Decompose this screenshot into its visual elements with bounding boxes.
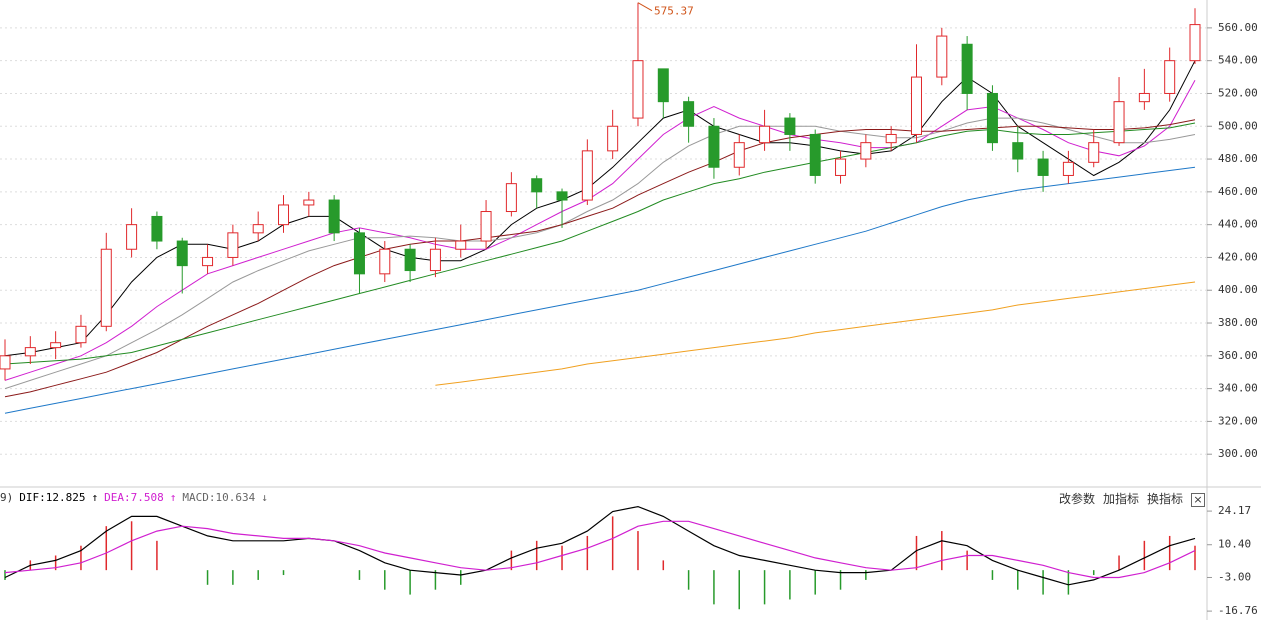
candle-body xyxy=(455,240,467,250)
candle-body xyxy=(835,158,847,176)
y-tick-label: 540.00 xyxy=(1218,54,1258,67)
y-tick-label: -3.00 xyxy=(1218,570,1251,583)
toolbar-button[interactable]: 换指标 xyxy=(1146,492,1183,506)
macd-header: 9) DIF:12.825 ↑ DEA:7.508 ↑ MACD:10.634 ↓ xyxy=(0,491,274,504)
y-tick-label: -16.76 xyxy=(1218,604,1258,617)
macd-line xyxy=(4,505,1196,586)
max-pointer xyxy=(637,2,653,12)
candle-body xyxy=(531,178,543,193)
candle-body xyxy=(202,256,214,267)
candle-body xyxy=(784,117,796,135)
y-tick-label: 560.00 xyxy=(1218,21,1258,34)
candle-body xyxy=(1012,142,1024,160)
candle-body xyxy=(1062,161,1074,176)
toolbar: 改参数 加指标 换指标 × xyxy=(1051,490,1205,507)
candle-body xyxy=(986,92,998,144)
candle-body xyxy=(1164,60,1176,94)
toolbar-button[interactable]: × xyxy=(1191,493,1205,507)
candle-body xyxy=(303,199,315,206)
candle-body xyxy=(1113,101,1125,144)
candle-body xyxy=(607,125,619,152)
y-tick-label: 520.00 xyxy=(1218,86,1258,99)
candle-body xyxy=(252,224,264,234)
macd-line xyxy=(4,520,1196,579)
candle-body xyxy=(809,133,821,176)
candle-body xyxy=(404,248,416,272)
candle-body xyxy=(379,248,391,275)
candle-body xyxy=(683,101,695,127)
ma-line xyxy=(4,60,1196,357)
candle-body xyxy=(50,342,62,349)
y-tick-label: 440.00 xyxy=(1218,218,1258,231)
candle-body xyxy=(126,224,138,250)
y-tick-label: 400.00 xyxy=(1218,283,1258,296)
y-tick-label: 340.00 xyxy=(1218,382,1258,395)
candle-body xyxy=(505,183,517,213)
toolbar-button[interactable]: 加指标 xyxy=(1102,492,1139,506)
candle-body xyxy=(581,150,593,201)
toolbar-button[interactable]: 改参数 xyxy=(1058,492,1095,506)
indicator-label: MACD:10.634 xyxy=(182,491,256,504)
y-tick-label: 480.00 xyxy=(1218,152,1258,165)
y-tick-label: 24.17 xyxy=(1218,504,1251,517)
indicator-label: ↑ xyxy=(91,491,99,504)
indicator-label: DIF:12.825 xyxy=(19,491,86,504)
candle-body xyxy=(480,211,492,242)
y-tick-label: 460.00 xyxy=(1218,185,1258,198)
candle-body xyxy=(1088,142,1100,163)
indicator-label: 9) xyxy=(0,491,14,504)
candle-body xyxy=(75,325,87,344)
candle-body xyxy=(632,60,644,119)
candle-body xyxy=(556,191,568,201)
candle-body xyxy=(278,204,290,226)
candle-body xyxy=(910,76,922,135)
candle-body xyxy=(100,248,112,327)
max-label: 575.37 xyxy=(654,5,694,18)
candle-body xyxy=(176,240,188,267)
y-tick-label: 300.00 xyxy=(1218,447,1258,460)
ma-line xyxy=(435,281,1196,386)
indicator-label: ↑ xyxy=(169,491,177,504)
candle-body xyxy=(860,142,872,160)
y-tick-label: 500.00 xyxy=(1218,119,1258,132)
candle-body xyxy=(328,199,340,234)
candle-body xyxy=(1037,158,1049,176)
candle-body xyxy=(429,248,441,272)
candle-body xyxy=(227,232,239,258)
y-tick-label: 320.00 xyxy=(1218,414,1258,427)
ma-line xyxy=(4,166,1196,414)
candle-body xyxy=(759,125,771,144)
indicator-label: DEA:7.508 xyxy=(104,491,164,504)
candle-body xyxy=(961,43,973,94)
y-tick-label: 380.00 xyxy=(1218,316,1258,329)
candle-body xyxy=(885,133,897,144)
candle-body xyxy=(1189,24,1201,62)
candle-body xyxy=(657,68,669,103)
y-tick-label: 10.40 xyxy=(1218,538,1251,551)
candle-body xyxy=(0,355,11,370)
candle-body xyxy=(151,215,163,242)
candle-body xyxy=(936,35,948,78)
candle-body xyxy=(733,142,745,168)
y-tick-label: 360.00 xyxy=(1218,349,1258,362)
candle-body xyxy=(1138,92,1150,103)
candle-body xyxy=(708,125,720,168)
candle-body xyxy=(24,347,36,357)
candle-body xyxy=(353,232,365,275)
y-tick-label: 420.00 xyxy=(1218,250,1258,263)
indicator-label: ↓ xyxy=(261,491,268,504)
